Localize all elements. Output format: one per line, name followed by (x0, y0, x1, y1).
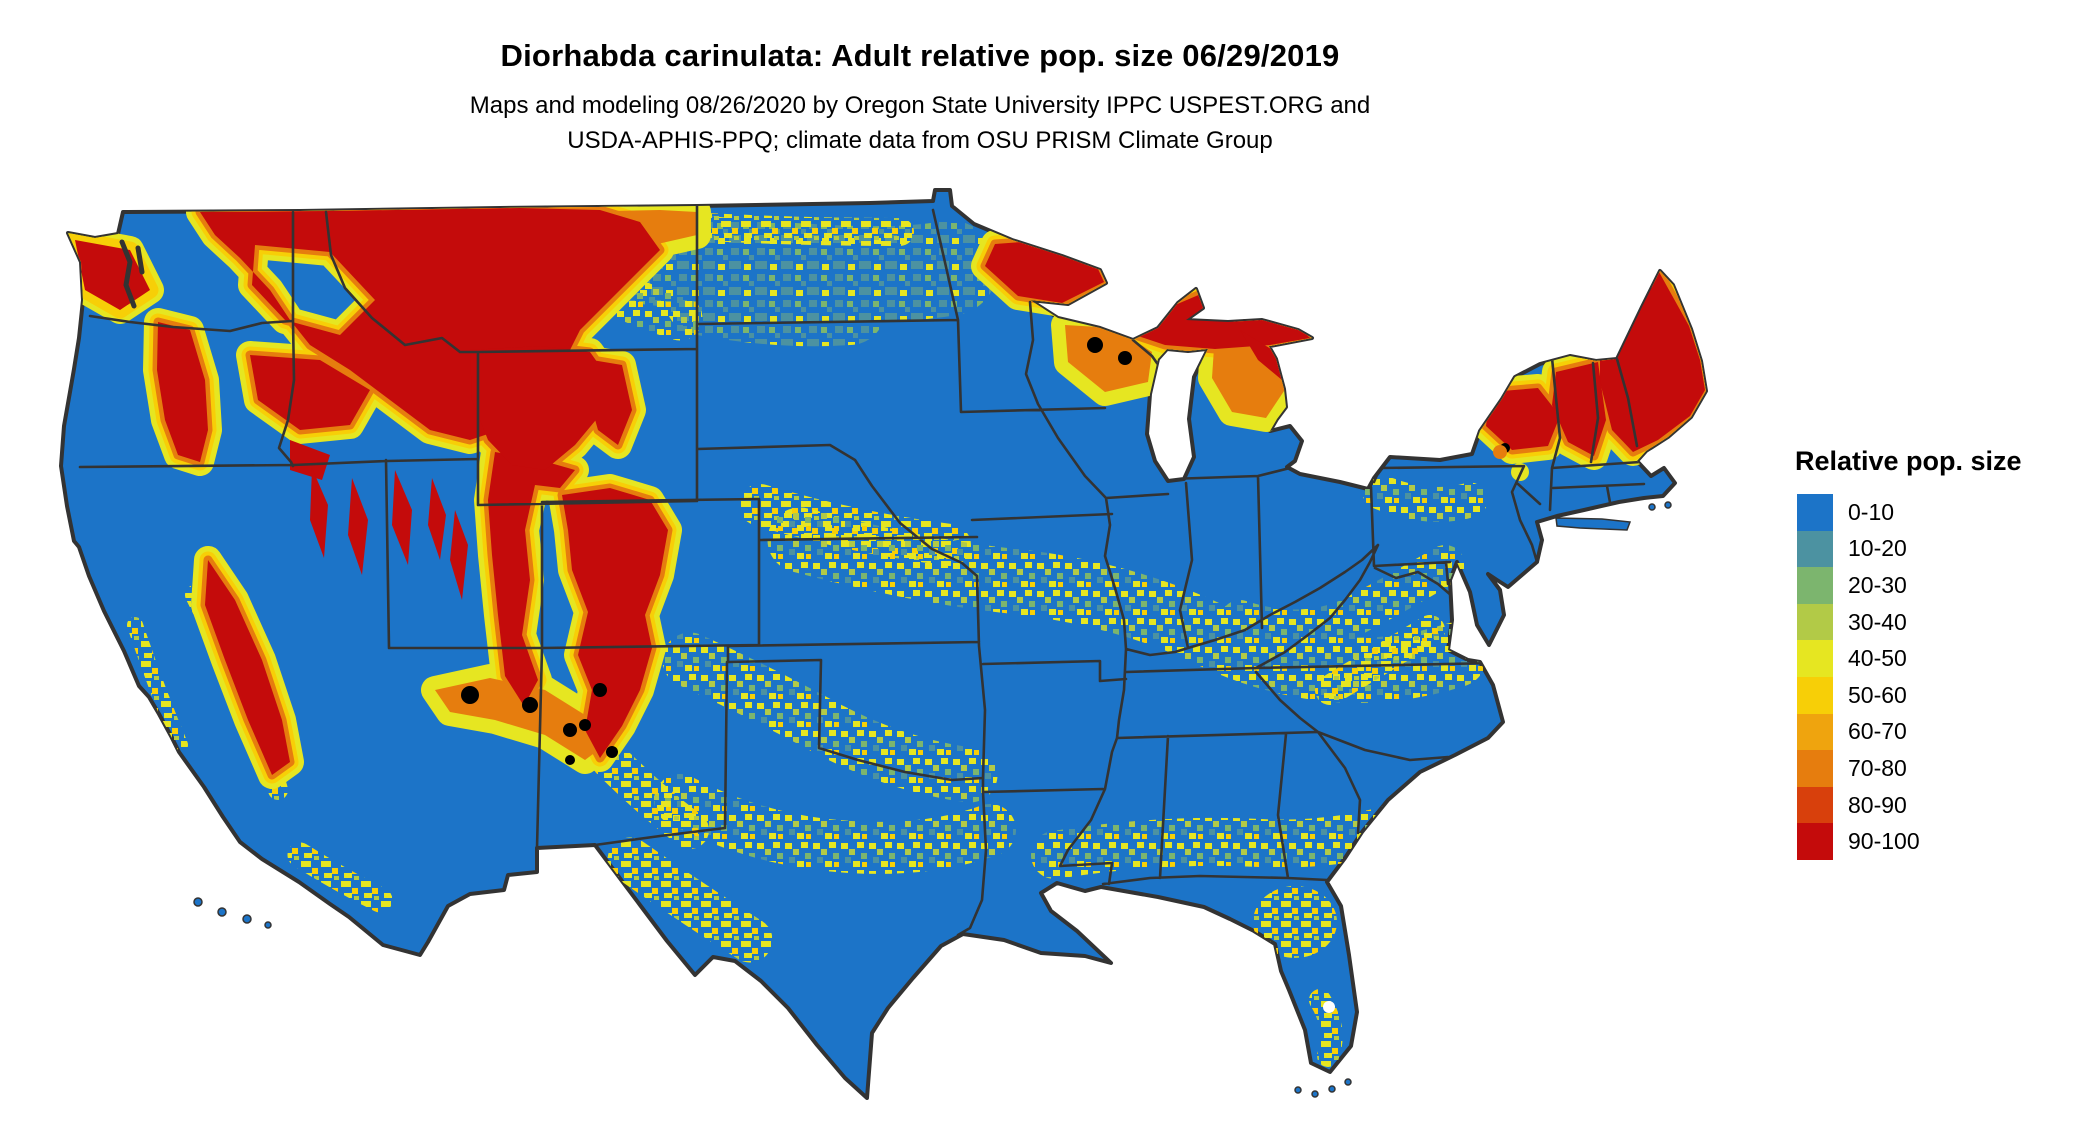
islands (193, 501, 1672, 1098)
legend-row: 0-10 (1797, 494, 2022, 531)
legend-row: 60-70 (1797, 713, 2022, 751)
chart-subtitle-line2: USDA-APHIS-PPQ; climate data from OSU PR… (567, 127, 1273, 154)
legend-label: 50-60 (1848, 681, 1907, 708)
legend-swatch (1797, 530, 1833, 568)
legend-swatch (1797, 567, 1833, 604)
legend-label: 10-20 (1848, 535, 1907, 562)
legend-row: 30-40 (1797, 603, 2022, 641)
legend-label: 80-90 (1848, 791, 1907, 818)
legend-label: 40-50 (1848, 645, 1907, 672)
legend-title: Relative pop. size (1795, 446, 2022, 476)
legend-row: 40-50 (1797, 640, 2022, 677)
legend-row: 10-20 (1797, 530, 2022, 568)
legend-swatch (1797, 603, 1833, 641)
legend-row: 50-60 (1797, 676, 2022, 714)
legend-swatch (1797, 786, 1833, 824)
legend-row: 70-80 (1797, 750, 2022, 787)
chart-title: Diorhabda carinulata: Adult relative pop… (500, 38, 1340, 73)
legend-swatch (1797, 823, 1833, 860)
legend-row: 90-100 (1797, 823, 2022, 860)
legend-row: 80-90 (1797, 786, 2022, 824)
legend: Relative pop. size 0-10 10-20 20-30 30-4… (1795, 446, 2022, 860)
legend-swatch (1797, 494, 1833, 531)
legend-swatch (1797, 750, 1833, 787)
legend-swatch (1797, 640, 1833, 677)
legend-swatch (1797, 713, 1833, 751)
legend-row: 20-30 (1797, 567, 2022, 604)
chart-header: Diorhabda carinulata: Adult relative pop… (0, 0, 1840, 158)
raster-overlay (75, 204, 1705, 1067)
legend-label: 60-70 (1848, 718, 1907, 745)
legend-label: 20-30 (1848, 571, 1907, 598)
legend-label: 90-100 (1848, 828, 1920, 855)
legend-swatch (1797, 676, 1833, 714)
legend-label: 30-40 (1848, 608, 1907, 635)
legend-label: 70-80 (1848, 754, 1907, 781)
legend-label: 0-10 (1848, 498, 1895, 525)
state-borders (78, 204, 1646, 937)
chart-subtitle-line1: Maps and modeling 08/26/2020 by Oregon S… (469, 92, 1371, 119)
